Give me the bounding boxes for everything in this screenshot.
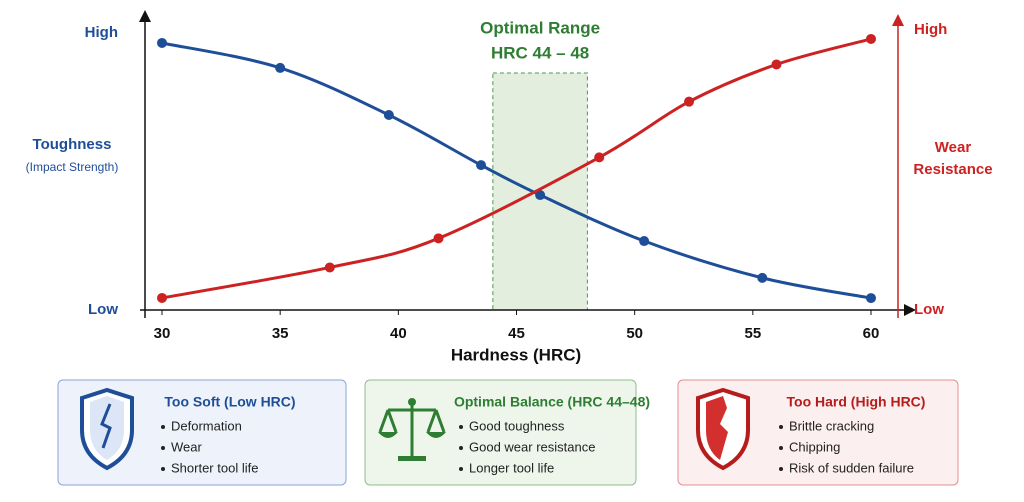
panel — [57, 379, 347, 486]
panel — [364, 379, 637, 486]
point — [771, 59, 782, 70]
bullet — [779, 425, 783, 429]
point — [433, 233, 444, 244]
series-line — [161, 37, 872, 300]
panel-title: Too Soft (Low HRC) — [164, 394, 295, 410]
y2-label: Resistance — [913, 161, 992, 178]
y2-label: Wear — [935, 139, 972, 156]
bullet — [161, 446, 165, 450]
point — [757, 272, 768, 283]
bullet — [161, 467, 165, 471]
x-tick-label: 45 — [508, 325, 525, 342]
x-tick-label: 50 — [626, 325, 643, 342]
y-label: Toughness — [33, 136, 112, 153]
x-tick-label: 35 — [272, 325, 289, 342]
x-tick-label: 30 — [154, 325, 171, 342]
point — [866, 293, 876, 304]
panel-title: Optimal Balance (HRC 44–48) — [454, 394, 650, 410]
point — [866, 33, 876, 44]
point — [535, 190, 546, 201]
point — [157, 292, 167, 303]
panel-item: Brittle cracking — [789, 418, 874, 433]
y-tick-label: High — [85, 24, 118, 41]
point — [594, 152, 605, 163]
point — [324, 262, 335, 273]
y-sublabel: (Impact Strength) — [26, 160, 119, 174]
panel-item: Chipping — [789, 439, 840, 454]
point — [383, 109, 394, 120]
y2-tick-label: Low — [914, 301, 944, 318]
panel-item: Shorter tool life — [171, 460, 258, 475]
panel-item: Longer tool life — [469, 460, 554, 475]
bullet — [779, 446, 783, 450]
x-tick-label: 60 — [863, 325, 880, 342]
x-label: Hardness (HRC) — [451, 345, 581, 364]
point — [275, 62, 286, 73]
panel — [677, 379, 959, 486]
x-tick-label: 40 — [390, 325, 407, 342]
bullet — [779, 467, 783, 471]
point — [157, 37, 167, 48]
highlight-label: Optimal Range — [480, 18, 600, 37]
y-tick-label: Low — [88, 301, 118, 318]
y2-tick-label: High — [914, 21, 947, 38]
panel-item: Wear — [171, 439, 202, 454]
point — [639, 236, 650, 247]
highlight-sublabel: HRC 44 – 48 — [491, 43, 589, 62]
point — [476, 160, 487, 171]
bullet — [459, 467, 463, 471]
bullet — [161, 425, 165, 429]
point — [684, 96, 695, 107]
panel-item: Deformation — [171, 418, 242, 433]
panel-item: Risk of sudden failure — [789, 460, 914, 475]
panel-item: Good toughness — [469, 418, 565, 433]
bullet — [459, 425, 463, 429]
panel-item: Good wear resistance — [469, 439, 595, 454]
x-tick-label: 55 — [744, 325, 761, 342]
bullet — [459, 446, 463, 450]
panel-title: Too Hard (High HRC) — [787, 394, 926, 410]
